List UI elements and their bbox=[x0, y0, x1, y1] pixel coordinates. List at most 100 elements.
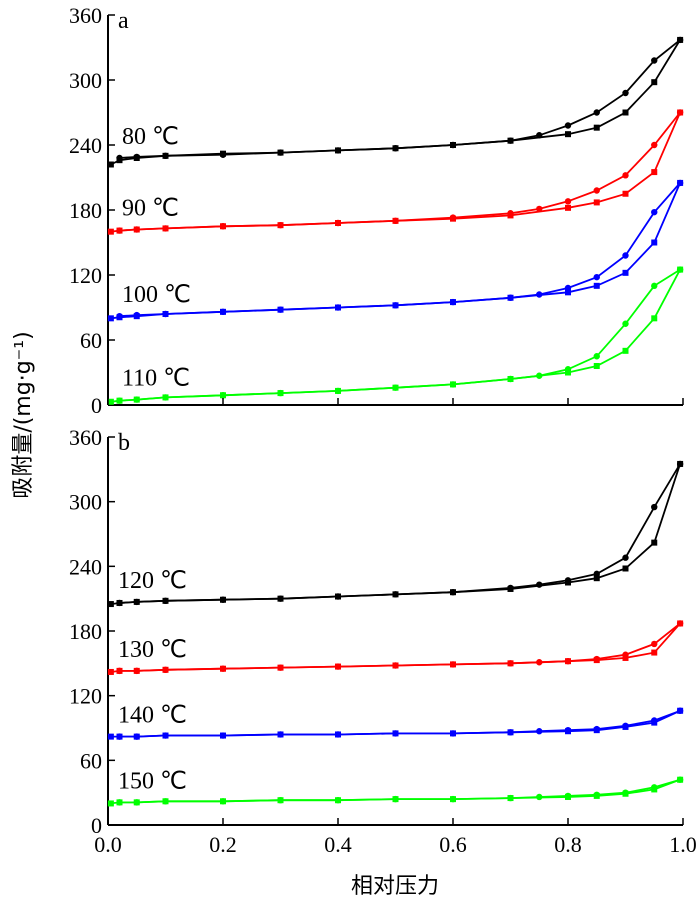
data-point-desorption-a-2-0 bbox=[676, 179, 684, 187]
data-point-desorption-a-3-12 bbox=[162, 394, 169, 401]
data-point-desorption-a-3-5 bbox=[536, 372, 543, 379]
data-point-desorption-a-1-2 bbox=[622, 172, 629, 179]
data-point-desorption-b-0-13 bbox=[133, 598, 140, 606]
data-point-desorption-a-0-13 bbox=[133, 153, 140, 161]
data-point-adsorption-a-3-0 bbox=[107, 398, 114, 405]
y-tick-label-a-1: 60 bbox=[80, 328, 102, 353]
data-point-desorption-b-2-12 bbox=[162, 732, 169, 739]
data-point-adsorption-a-3-11 bbox=[593, 363, 600, 369]
data-point-desorption-a-3-13 bbox=[133, 396, 140, 403]
data-point-desorption-a-1-5 bbox=[536, 205, 543, 213]
data-point-desorption-b-2-6 bbox=[507, 729, 514, 736]
data-point-desorption-b-1-11 bbox=[219, 665, 227, 672]
data-point-desorption-a-1-0 bbox=[676, 109, 684, 116]
data-point-adsorption-b-3-0 bbox=[107, 800, 114, 807]
series-a-0: 80 ℃ bbox=[107, 36, 684, 168]
data-point-desorption-b-2-11 bbox=[219, 732, 227, 739]
series-b-3: 150 ℃ bbox=[107, 768, 684, 807]
data-point-adsorption-b-2-0 bbox=[107, 733, 114, 740]
data-point-desorption-b-1-0 bbox=[676, 620, 684, 627]
y-tick-label-b-5: 300 bbox=[69, 490, 102, 515]
data-point-desorption-a-1-6 bbox=[507, 210, 514, 217]
x-tick-label-4: 0.8 bbox=[554, 832, 582, 857]
y-tick-label-a-4: 240 bbox=[69, 133, 102, 158]
data-point-desorption-b-3-12 bbox=[162, 798, 169, 805]
data-point-desorption-b-3-11 bbox=[219, 798, 227, 805]
data-point-desorption-a-3-2 bbox=[622, 320, 629, 327]
y-tick-label-b-4: 240 bbox=[69, 554, 102, 579]
series-a-3: 110 ℃ bbox=[107, 266, 684, 405]
panel-b: 0 60 120 180 240 300 360 b 120 ℃ 130 ℃ 140 ℃ 150 ℃ 0… bbox=[69, 425, 697, 857]
data-point-desorption-b-0-7 bbox=[449, 589, 457, 596]
series-line-desorption-a-0 bbox=[119, 39, 681, 159]
data-point-desorption-b-1-3 bbox=[593, 655, 600, 663]
data-point-desorption-a-2-10 bbox=[277, 306, 284, 313]
series-a-1: 90 ℃ bbox=[107, 109, 684, 235]
panel-letter-a: a bbox=[118, 8, 129, 34]
data-point-desorption-a-2-1 bbox=[651, 208, 658, 216]
data-point-desorption-b-3-1 bbox=[651, 784, 658, 791]
data-point-desorption-b-2-7 bbox=[449, 730, 457, 737]
data-point-desorption-a-2-11 bbox=[219, 308, 227, 316]
data-point-desorption-b-1-2 bbox=[622, 651, 629, 658]
data-point-adsorption-a-0-10 bbox=[565, 131, 571, 138]
data-point-desorption-a-0-8 bbox=[392, 145, 399, 152]
data-point-desorption-a-1-1 bbox=[651, 141, 658, 149]
series-label-a-3: 110 ℃ bbox=[122, 366, 190, 392]
series-line-adsorption-a-3 bbox=[110, 269, 681, 403]
data-point-desorption-b-0-9 bbox=[334, 593, 342, 600]
data-point-desorption-b-1-7 bbox=[449, 661, 457, 668]
series-label-b-3: 150 ℃ bbox=[118, 768, 187, 794]
data-point-desorption-b-3-10 bbox=[277, 797, 284, 804]
data-point-adsorption-a-2-12 bbox=[622, 269, 629, 276]
data-point-desorption-a-1-10 bbox=[277, 221, 284, 229]
data-point-adsorption-a-0-12 bbox=[622, 109, 629, 116]
data-point-adsorption-b-1-13 bbox=[651, 649, 658, 656]
data-point-desorption-a-3-10 bbox=[277, 389, 284, 397]
series-line-desorption-b-1 bbox=[119, 622, 681, 672]
data-point-desorption-a-2-9 bbox=[334, 304, 342, 311]
data-point-desorption-a-2-2 bbox=[622, 252, 629, 259]
panel-letter-b: b bbox=[118, 430, 130, 456]
y-tick-label-b-3: 180 bbox=[69, 619, 102, 644]
data-point-desorption-a-0-3 bbox=[593, 109, 600, 116]
data-point-desorption-b-0-3 bbox=[593, 570, 600, 578]
data-point-desorption-b-0-12 bbox=[162, 597, 169, 605]
x-axis-label: 相对压力 bbox=[351, 874, 439, 899]
data-point-desorption-a-2-12 bbox=[162, 310, 169, 318]
y-tick-label-a-0: 0 bbox=[91, 393, 102, 418]
data-point-desorption-a-0-14 bbox=[116, 154, 123, 162]
y-tick-label-b-6: 360 bbox=[69, 425, 102, 450]
data-point-desorption-b-0-5 bbox=[536, 581, 543, 588]
data-point-adsorption-b-0-13 bbox=[651, 539, 658, 546]
data-point-desorption-a-1-9 bbox=[334, 219, 342, 227]
data-point-desorption-a-2-4 bbox=[564, 284, 572, 292]
series-label-b-0: 120 ℃ bbox=[118, 568, 187, 594]
data-point-desorption-a-2-14 bbox=[116, 312, 123, 320]
data-point-desorption-b-3-13 bbox=[133, 799, 140, 806]
data-point-desorption-a-2-6 bbox=[507, 294, 514, 301]
data-point-desorption-a-1-11 bbox=[219, 223, 227, 230]
series-line-desorption-a-3 bbox=[119, 268, 681, 402]
data-point-desorption-a-3-6 bbox=[507, 375, 514, 383]
data-point-desorption-b-1-9 bbox=[334, 663, 342, 670]
data-point-desorption-a-2-7 bbox=[449, 298, 457, 306]
x-tick-label-3: 0.6 bbox=[439, 832, 467, 857]
data-point-desorption-b-1-1 bbox=[651, 640, 658, 648]
data-point-desorption-b-3-14 bbox=[116, 799, 123, 806]
series-line-desorption-b-3 bbox=[119, 778, 681, 804]
series-line-desorption-b-0 bbox=[119, 463, 681, 604]
y-tick-label-b-2: 120 bbox=[69, 684, 102, 709]
data-point-desorption-b-1-5 bbox=[536, 659, 543, 666]
data-point-desorption-b-0-11 bbox=[219, 596, 227, 603]
series-label-b-2: 140 ℃ bbox=[118, 703, 187, 729]
data-point-desorption-b-3-3 bbox=[593, 791, 600, 799]
data-point-desorption-b-2-8 bbox=[392, 730, 399, 737]
series-line-adsorption-b-0 bbox=[110, 463, 681, 605]
data-point-desorption-b-2-5 bbox=[536, 728, 543, 735]
data-point-desorption-b-3-8 bbox=[392, 795, 399, 803]
data-point-adsorption-b-0-11 bbox=[593, 575, 600, 582]
data-point-desorption-b-2-2 bbox=[622, 722, 629, 730]
x-tick-label-2: 0.4 bbox=[324, 832, 352, 857]
